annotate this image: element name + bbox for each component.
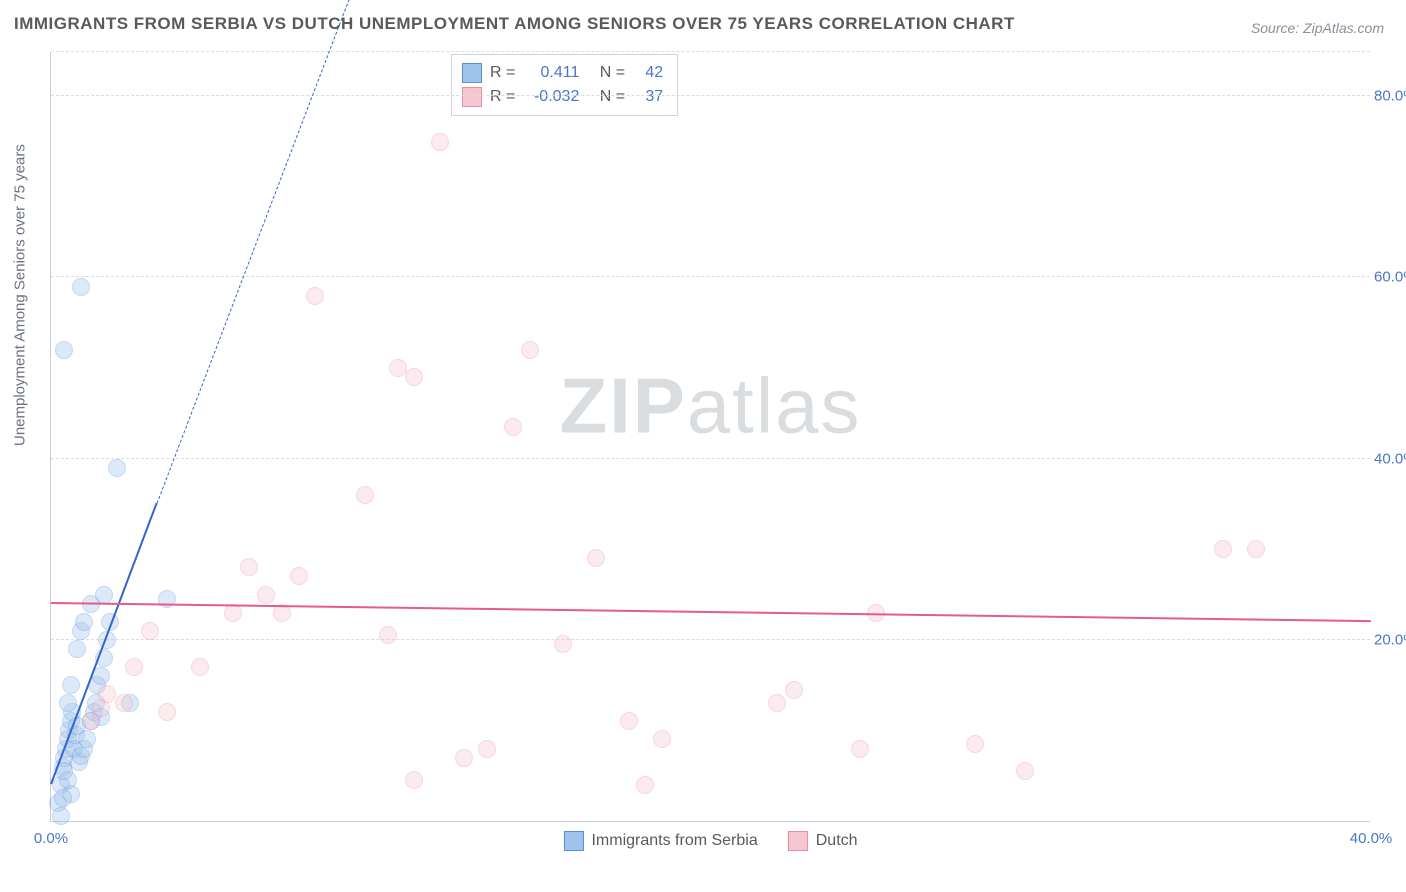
data-point bbox=[108, 459, 126, 477]
data-point bbox=[98, 685, 116, 703]
n-value-dutch: 37 bbox=[633, 85, 663, 109]
stats-row-dutch: R = -0.032 N = 37 bbox=[462, 85, 663, 109]
watermark-text: ZIPatlas bbox=[559, 360, 861, 451]
data-point bbox=[55, 341, 73, 359]
data-point bbox=[290, 567, 308, 585]
data-point bbox=[389, 359, 407, 377]
legend-label-serbia: Immigrants from Serbia bbox=[591, 832, 757, 850]
data-point bbox=[785, 681, 803, 699]
series-legend: Immigrants from Serbia Dutch bbox=[563, 831, 857, 851]
data-point bbox=[356, 486, 374, 504]
x-tick-label: 40.0% bbox=[1350, 830, 1393, 847]
data-point bbox=[62, 676, 80, 694]
gridline-horizontal bbox=[51, 458, 1370, 459]
data-point bbox=[1214, 540, 1232, 558]
data-point bbox=[257, 586, 275, 604]
data-point bbox=[455, 749, 473, 767]
r-value-dutch: -0.032 bbox=[523, 85, 579, 109]
legend-swatch-dutch bbox=[788, 831, 808, 851]
data-point bbox=[52, 807, 70, 825]
gridline-horizontal bbox=[51, 276, 1370, 277]
data-point bbox=[306, 287, 324, 305]
data-point bbox=[95, 586, 113, 604]
swatch-serbia bbox=[462, 63, 482, 83]
data-point bbox=[653, 730, 671, 748]
data-point bbox=[75, 613, 93, 631]
data-point bbox=[158, 703, 176, 721]
correlation-stats-box: R = 0.411 N = 42 R = -0.032 N = 37 bbox=[451, 54, 678, 116]
data-point bbox=[431, 133, 449, 151]
y-tick-label: 60.0% bbox=[1374, 269, 1406, 286]
legend-item-dutch: Dutch bbox=[788, 831, 858, 851]
data-point bbox=[405, 771, 423, 789]
data-point bbox=[620, 712, 638, 730]
data-point bbox=[379, 626, 397, 644]
trend-line-extrapolated bbox=[156, 0, 381, 504]
data-point bbox=[1016, 762, 1034, 780]
data-point bbox=[405, 368, 423, 386]
scatter-plot-area: ZIPatlas R = 0.411 N = 42 R = -0.032 N =… bbox=[50, 52, 1370, 822]
x-tick-label: 0.0% bbox=[34, 830, 68, 847]
stats-row-serbia: R = 0.411 N = 42 bbox=[462, 61, 663, 85]
gridline-horizontal bbox=[51, 51, 1370, 52]
data-point bbox=[78, 730, 96, 748]
data-point bbox=[504, 418, 522, 436]
chart-title: IMMIGRANTS FROM SERBIA VS DUTCH UNEMPLOY… bbox=[14, 14, 1015, 34]
data-point bbox=[59, 694, 77, 712]
watermark-light: atlas bbox=[687, 361, 862, 449]
n-label: N = bbox=[600, 61, 625, 85]
legend-label-dutch: Dutch bbox=[816, 832, 858, 850]
swatch-dutch bbox=[462, 87, 482, 107]
y-tick-label: 80.0% bbox=[1374, 88, 1406, 105]
y-tick-label: 20.0% bbox=[1374, 631, 1406, 648]
trend-line bbox=[51, 602, 1371, 622]
legend-item-serbia: Immigrants from Serbia bbox=[563, 831, 757, 851]
data-point bbox=[68, 640, 86, 658]
data-point bbox=[966, 735, 984, 753]
legend-swatch-serbia bbox=[563, 831, 583, 851]
gridline-horizontal bbox=[51, 639, 1370, 640]
y-axis-label: Unemployment Among Seniors over 75 years bbox=[12, 144, 29, 446]
gridline-horizontal bbox=[51, 95, 1370, 96]
data-point bbox=[478, 740, 496, 758]
n-label: N = bbox=[600, 85, 625, 109]
data-point bbox=[851, 740, 869, 758]
y-tick-label: 40.0% bbox=[1374, 450, 1406, 467]
data-point bbox=[1247, 540, 1265, 558]
data-point bbox=[521, 341, 539, 359]
r-value-serbia: 0.411 bbox=[523, 61, 579, 85]
data-point bbox=[72, 278, 90, 296]
data-point bbox=[191, 658, 209, 676]
watermark-bold: ZIP bbox=[559, 361, 686, 449]
trend-line bbox=[50, 503, 157, 785]
r-label: R = bbox=[490, 61, 515, 85]
source-attribution: Source: ZipAtlas.com bbox=[1251, 20, 1384, 36]
data-point bbox=[768, 694, 786, 712]
r-label: R = bbox=[490, 85, 515, 109]
data-point bbox=[54, 789, 72, 807]
data-point bbox=[240, 558, 258, 576]
data-point bbox=[141, 622, 159, 640]
data-point bbox=[636, 776, 654, 794]
data-point bbox=[115, 694, 133, 712]
data-point bbox=[125, 658, 143, 676]
data-point bbox=[587, 549, 605, 567]
n-value-serbia: 42 bbox=[633, 61, 663, 85]
data-point bbox=[554, 635, 572, 653]
